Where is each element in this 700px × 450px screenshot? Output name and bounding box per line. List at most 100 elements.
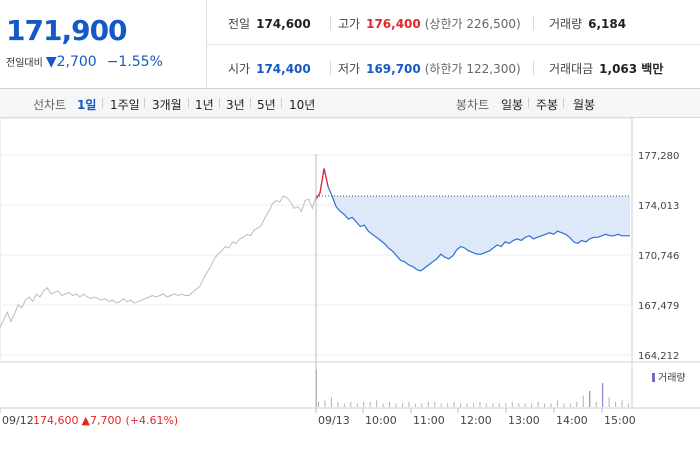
price-box: 171,900 전일대비 ▼2,700 −1.55% <box>0 0 207 88</box>
tab-1y[interactable]: 1년 <box>195 98 214 112</box>
stat-label: 시가 <box>228 62 251 76</box>
volume-bar <box>434 401 436 407</box>
x-tick-label: 15:00 <box>604 414 636 427</box>
divider <box>330 61 331 75</box>
tab-3m[interactable]: 3개월 <box>152 98 182 112</box>
volume-bar <box>576 401 578 407</box>
stat-sub: (하한가 122,300) <box>424 62 521 76</box>
tab-5y[interactable]: 5년 <box>257 98 276 112</box>
tab-monthly[interactable]: 월봉 <box>573 98 596 112</box>
x-tick-label: 14:00 <box>556 414 588 427</box>
stat-value: 169,700 <box>366 62 421 76</box>
tab-10y[interactable]: 10년 <box>289 98 316 112</box>
volume-bar <box>460 403 462 407</box>
stat-label: 거래대금 <box>549 62 594 76</box>
stat-sub: (상한가 226,500) <box>424 17 521 31</box>
volume-bar <box>615 401 617 407</box>
change-row: 전일대비 ▼2,700 −1.55% <box>6 54 163 70</box>
volume-bar <box>395 403 397 407</box>
tab-daily[interactable]: 일봉 <box>501 98 524 112</box>
today-line <box>315 168 630 272</box>
x-tick-label: 10:00 <box>365 414 397 427</box>
volume-bar <box>518 403 520 407</box>
prev-day-close: 174,600 <box>33 414 79 427</box>
divider <box>207 44 700 45</box>
up-arrow-icon: ▲ <box>82 414 91 427</box>
volume-bar <box>485 403 487 407</box>
current-price: 171,900 <box>6 14 128 47</box>
quote-header: 171,900 전일대비 ▼2,700 −1.55% 전일 174,600 고가 176… <box>0 0 700 89</box>
volume-bar <box>608 397 610 407</box>
volume-bar <box>389 401 391 407</box>
candle-chart-label: 봉차트 <box>456 98 490 112</box>
prev-day-line <box>0 195 317 328</box>
divider <box>144 98 145 108</box>
tab-3y[interactable]: 3년 <box>226 98 245 112</box>
volume-bar <box>330 397 332 407</box>
change-label: 전일대비 <box>6 58 43 69</box>
prev-day-summary: 174,600 ▲7,700 (+4.61%) <box>33 414 178 427</box>
volume-bar <box>556 400 558 407</box>
y-axis: 177,280 174,013 170,746 167,479 164,212 <box>638 151 679 362</box>
stat-value: 176,400 <box>366 17 421 31</box>
y-tick-label: 177,280 <box>638 151 679 162</box>
stat-label: 거래량 <box>549 17 583 31</box>
volume-bar <box>473 403 474 407</box>
stat-label: 고가 <box>338 17 361 31</box>
divider <box>528 98 529 108</box>
stat-open: 시가 174,400 <box>228 60 311 77</box>
divider <box>102 98 103 108</box>
volume-bar <box>453 401 455 407</box>
volume-bar <box>421 403 423 407</box>
x-tick-label: 09/12 <box>2 414 34 427</box>
prev-day-pct: (+4.61%) <box>125 414 178 427</box>
divider <box>188 98 189 108</box>
volume-bar <box>427 401 429 407</box>
x-axis: 09/12 09/13 10:00 11:00 12:00 13:00 14:00 15:00 <box>0 408 636 427</box>
volume-bars <box>316 370 629 407</box>
divider <box>281 98 282 108</box>
volume-bar <box>479 401 481 407</box>
volume-bar <box>550 403 552 407</box>
line-chart-label: 선차트 <box>33 98 67 112</box>
divider <box>219 98 220 108</box>
change-amount: 2,700 <box>56 54 97 70</box>
volume-bar <box>569 403 571 407</box>
today-fill-area <box>316 196 630 271</box>
volume-bar <box>531 403 533 407</box>
volume-bar <box>382 403 384 407</box>
tab-1d[interactable]: 1일 <box>77 98 97 112</box>
volume-legend: 거래량 <box>658 372 686 384</box>
volume-bar <box>447 403 449 407</box>
y-tick-label: 164,212 <box>638 351 679 362</box>
stat-volume: 거래량 6,184 <box>549 15 626 32</box>
divider <box>250 98 251 108</box>
stat-label: 저가 <box>338 62 361 76</box>
volume-bar <box>589 390 591 407</box>
y-tick-label: 167,479 <box>638 301 679 312</box>
volume-bar <box>414 403 416 407</box>
y-tick-label: 170,746 <box>638 251 679 262</box>
volume-legend-swatch <box>652 373 655 382</box>
volume-bar <box>524 403 526 407</box>
x-tick-label: 09/13 <box>318 414 350 427</box>
down-arrow-icon: ▼ <box>45 54 57 70</box>
volume-bar <box>511 401 513 407</box>
volume-bar <box>401 403 403 407</box>
volume-bar <box>324 400 326 407</box>
volume-bar <box>363 401 365 407</box>
stat-value: 1,063 백만 <box>599 62 664 76</box>
volume-bar <box>350 401 352 407</box>
stat-label: 전일 <box>228 17 251 31</box>
divider <box>533 16 534 30</box>
x-tick-label: 13:00 <box>508 414 540 427</box>
stat-value: 174,600 <box>256 17 311 31</box>
stat-value: 174,400 <box>256 62 311 76</box>
volume-bar <box>544 403 546 407</box>
stat-turnover: 거래대금 1,063 백만 <box>549 60 663 77</box>
tab-weekly[interactable]: 주봉 <box>536 98 559 112</box>
tab-1w[interactable]: 1주일 <box>110 98 140 112</box>
volume-bar <box>628 403 629 407</box>
volume-bar <box>595 401 597 407</box>
